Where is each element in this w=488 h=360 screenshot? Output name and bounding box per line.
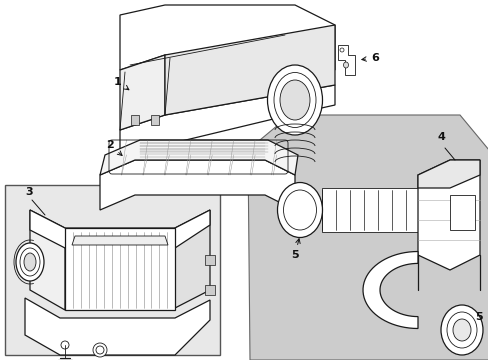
Bar [204, 285, 215, 295]
Polygon shape [25, 298, 209, 355]
Polygon shape [337, 45, 354, 75]
Ellipse shape [93, 343, 107, 357]
Polygon shape [175, 210, 209, 308]
Text: 5: 5 [290, 239, 300, 260]
Ellipse shape [96, 346, 104, 354]
Polygon shape [362, 252, 417, 328]
Polygon shape [417, 160, 479, 270]
Polygon shape [65, 228, 175, 310]
Bar [204, 255, 215, 265]
Text: 4: 4 [436, 132, 444, 142]
Polygon shape [100, 140, 297, 175]
Polygon shape [100, 160, 294, 210]
Ellipse shape [273, 72, 315, 127]
Polygon shape [417, 160, 479, 188]
Polygon shape [247, 115, 488, 360]
Ellipse shape [339, 48, 343, 52]
Polygon shape [131, 115, 139, 125]
Bar [321, 188, 419, 232]
Text: 2: 2 [106, 140, 122, 156]
Text: 1: 1 [114, 77, 129, 90]
Ellipse shape [16, 243, 44, 281]
Ellipse shape [440, 305, 482, 355]
Polygon shape [151, 115, 159, 125]
Bar [5, 185, 220, 355]
Polygon shape [120, 85, 334, 160]
Text: 6: 6 [361, 53, 378, 63]
Ellipse shape [283, 190, 316, 230]
Ellipse shape [277, 183, 322, 238]
Polygon shape [164, 25, 334, 115]
Polygon shape [72, 236, 168, 245]
Text: 5: 5 [474, 312, 482, 322]
Ellipse shape [452, 319, 470, 341]
Bar [449, 195, 474, 230]
Ellipse shape [446, 312, 476, 348]
Ellipse shape [267, 65, 322, 135]
Polygon shape [30, 210, 65, 310]
Text: 3: 3 [25, 187, 33, 197]
Ellipse shape [280, 80, 309, 120]
Polygon shape [120, 55, 164, 130]
Polygon shape [30, 210, 209, 248]
Ellipse shape [343, 62, 348, 68]
Ellipse shape [20, 248, 40, 276]
Polygon shape [120, 5, 334, 70]
Ellipse shape [61, 341, 69, 349]
Ellipse shape [24, 253, 36, 271]
